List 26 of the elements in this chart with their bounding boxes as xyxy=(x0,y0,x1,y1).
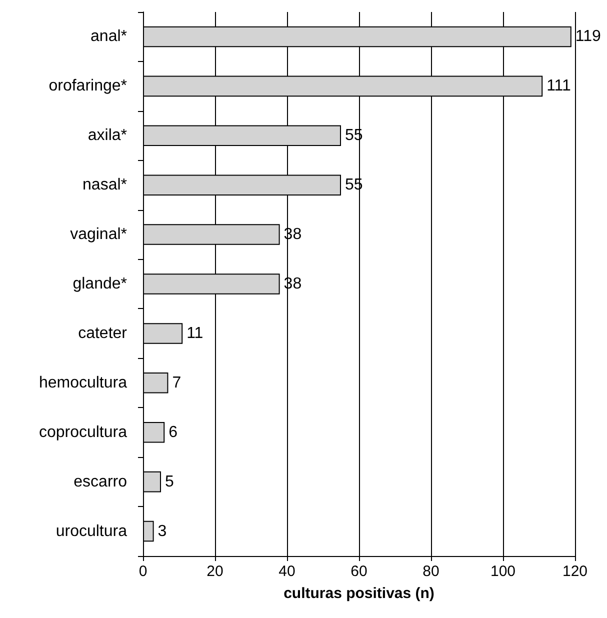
x-tick-label: 60 xyxy=(350,563,368,580)
x-axis-title: culturas positivas (n) xyxy=(284,585,434,602)
data-label: 11 xyxy=(186,324,204,342)
data-label: 6 xyxy=(168,424,178,441)
data-label: 3 xyxy=(158,522,167,540)
y-tick-label: orofaringe* xyxy=(48,78,127,95)
x-tick-label: 80 xyxy=(422,563,440,580)
data-label: 119 xyxy=(575,28,602,46)
x-tick-label: 0 xyxy=(138,563,148,580)
data-label: 5 xyxy=(165,473,174,490)
data-label: 7 xyxy=(172,374,182,392)
y-tick-label: coprocultura xyxy=(38,424,128,441)
y-tick-label: vaginal* xyxy=(70,226,127,244)
y-tick-label: nasal* xyxy=(82,176,127,194)
x-tick-label: 120 xyxy=(562,563,588,580)
y-tick-label: glande* xyxy=(72,276,127,292)
y-tick-label: urocultura xyxy=(56,522,128,540)
x-tick-label: 100 xyxy=(490,563,516,580)
y-tick-label: escarro xyxy=(74,473,128,490)
y-tick-label: anal* xyxy=(90,28,127,46)
data-label: 111 xyxy=(546,78,572,95)
x-tick-label: 40 xyxy=(278,563,296,580)
y-tick-label: hemocultura xyxy=(38,374,128,392)
y-tick-label: cateter xyxy=(78,324,128,342)
x-tick-label: 20 xyxy=(206,563,224,580)
y-tick-label: axila* xyxy=(88,127,127,144)
